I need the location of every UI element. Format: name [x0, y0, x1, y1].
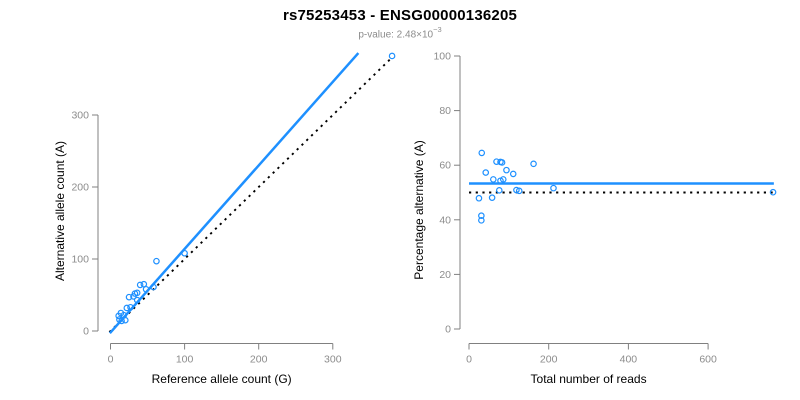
data-point — [769, 188, 777, 196]
data-point — [123, 304, 131, 312]
data-point — [142, 285, 150, 293]
data-point — [136, 281, 144, 289]
data-point — [153, 257, 160, 265]
x-axis-title: Total number of reads — [531, 372, 647, 386]
x-tick-label: 300 — [324, 354, 342, 366]
data-point — [150, 283, 157, 291]
data-point — [498, 159, 506, 166]
figure-header: rs75253453 - ENSG00000136205 p-value: 2.… — [0, 0, 800, 40]
x-tick-label: 0 — [466, 354, 472, 366]
data-point — [133, 289, 141, 297]
data-point — [499, 176, 507, 183]
data-point — [488, 194, 496, 201]
data-point — [127, 303, 134, 311]
data-point — [482, 169, 490, 176]
x-axis-title: Reference allele count (G) — [152, 372, 292, 386]
x-tick-label: 400 — [620, 354, 638, 366]
data-point — [515, 187, 523, 195]
data-point — [133, 296, 141, 304]
data-point — [550, 184, 557, 192]
data-point — [509, 170, 517, 178]
data-point — [478, 217, 485, 224]
y-tick-label: 20 — [439, 269, 451, 281]
data-point — [478, 212, 485, 220]
y-tick-label: 40 — [439, 214, 451, 226]
x-tick-label: 100 — [176, 354, 194, 366]
figure-title: rs75253453 - ENSG00000136205 — [282, 7, 518, 24]
data-point — [490, 176, 497, 183]
y-tick-label: 100 — [71, 254, 89, 266]
x-tick-label: 200 — [250, 354, 268, 366]
y-tick-label: 300 — [71, 110, 89, 122]
right-scatter-chart: 0 20 40 60 80 100 0 200 400 600 Total number of re… — [412, 51, 777, 386]
figure-subtitle: p-value: 2.48×10−3 — [0, 25, 800, 41]
data-point — [475, 194, 483, 202]
data-point — [118, 317, 125, 325]
pvalue-exponent: −3 — [433, 25, 442, 34]
y-axis-title: Alternative allele count (A) — [53, 141, 67, 281]
data-point — [495, 187, 503, 194]
data-point — [530, 160, 537, 168]
pvalue-text: p-value: 2.48×10 — [358, 29, 434, 41]
y-tick-label: 60 — [439, 160, 451, 172]
y-axis-title: Percentage alternative (A) — [412, 140, 426, 279]
data-point — [503, 166, 510, 174]
y-tick-label: 200 — [71, 182, 89, 194]
y-tick-label: 100 — [433, 51, 451, 63]
data-point — [478, 149, 486, 157]
data-point — [125, 293, 133, 301]
left-scatter-chart: 0 100 200 300 0 100 200 300 Reference allele cou… — [53, 52, 396, 386]
x-tick-label: 0 — [108, 354, 114, 366]
data-point — [115, 312, 122, 320]
data-point — [513, 186, 520, 194]
y-tick-label: 80 — [439, 105, 451, 117]
data-point — [388, 52, 396, 60]
y-tick-label: 0 — [445, 324, 451, 336]
data-point — [181, 249, 188, 257]
identity-line — [108, 55, 394, 333]
x-tick-label: 600 — [699, 354, 717, 366]
x-tick-label: 200 — [540, 354, 558, 366]
y-tick-label: 0 — [83, 326, 89, 338]
